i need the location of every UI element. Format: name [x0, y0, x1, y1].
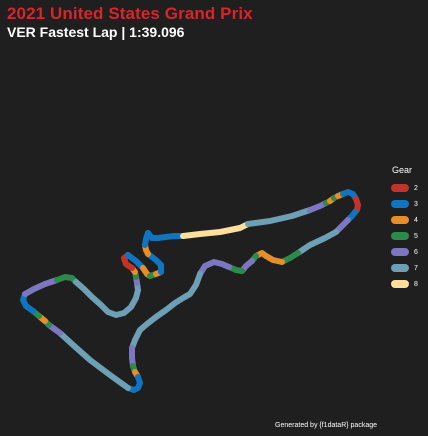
track-segment-gear-3 [125, 252, 146, 271]
legend-item-gear-3: 3 [387, 196, 427, 212]
legend-key-gear-6 [391, 248, 409, 256]
track-segment-gear-7 [245, 207, 313, 227]
track-segment-gear-7 [57, 330, 131, 391]
track-segment-gear-3 [145, 251, 164, 275]
track-segment-gear-7 [129, 271, 203, 351]
legend-key-gear-3 [391, 200, 409, 208]
legend-key-gear-2 [391, 184, 409, 192]
track-segment-gear-3 [142, 230, 151, 248]
legend-item-gear-6: 6 [387, 244, 427, 260]
track-segment-gear-6 [197, 259, 232, 277]
track-segment-gear-4 [253, 250, 285, 265]
track-segment-gear-7 [73, 279, 141, 318]
legend-label-gear-4: 4 [414, 216, 418, 224]
legend-key-gear-5 [391, 232, 409, 240]
legend-key-gear-7 [391, 264, 409, 272]
track-segment-gear-6 [22, 277, 60, 297]
legend-label-gear-8: 8 [414, 280, 418, 288]
track-segment-gear-3 [20, 291, 36, 314]
chart-caption: Generated by {f1dataR} package [275, 422, 377, 429]
track-segment-gear-8 [180, 221, 251, 239]
legend-item-gear-8: 8 [387, 276, 427, 292]
legend-key-gear-8 [391, 280, 409, 288]
legend-item-gear-5: 5 [387, 228, 427, 244]
track-segment-gear-7 [295, 229, 339, 256]
legend-label-gear-6: 6 [414, 248, 418, 256]
legend-title: Gear [392, 165, 413, 175]
legend-label-gear-5: 5 [414, 232, 418, 240]
legend-label-gear-3: 3 [414, 200, 418, 208]
chart-subtitle: VER Fastest Lap | 1:39.096 [7, 24, 185, 40]
legend-key-gear-4 [391, 216, 409, 224]
chart-title: 2021 United States Grand Prix [7, 4, 253, 23]
track-segment-gear-3 [125, 374, 143, 393]
legend-items: 2 3 4 5 6 7 8 [387, 180, 427, 292]
legend-label-gear-7: 7 [414, 264, 418, 272]
legend-label-gear-2: 2 [414, 184, 418, 192]
legend-item-gear-4: 4 [387, 212, 427, 228]
legend-item-gear-7: 7 [387, 260, 427, 276]
gear-legend: Gear 2 3 4 5 6 7 8 [387, 165, 427, 292]
track-segment-gear-3 [145, 230, 186, 241]
legend-item-gear-2: 2 [387, 180, 427, 196]
